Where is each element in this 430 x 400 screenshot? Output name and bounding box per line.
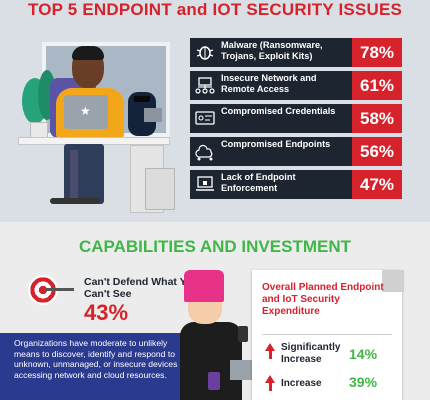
cant-defend-percent: 43% xyxy=(84,300,129,325)
laptop-lock-icon xyxy=(196,176,214,191)
expenditure-title: Overall Planned Endpoint and IoT Securit… xyxy=(262,282,384,317)
laptop-illustration xyxy=(64,95,108,129)
description-text: Organizations have moderate to unlikely … xyxy=(14,338,178,380)
issue-label: Lack of Endpoint Enforcement xyxy=(221,172,296,193)
plant-pot-illustration xyxy=(30,122,48,138)
phone-illustration xyxy=(238,326,248,342)
issue-row-enforcement: Lack of Endpoint Enforcement 47% xyxy=(190,170,402,199)
expenditure-label: Increase xyxy=(281,378,322,389)
issue-label: Insecure Network and Remote Access xyxy=(221,73,317,94)
page-fold-icon xyxy=(382,270,404,292)
chair-stem-illustration xyxy=(70,150,78,198)
bug-icon xyxy=(196,46,214,60)
dart-icon xyxy=(46,288,74,291)
beanie-illustration xyxy=(184,270,224,302)
issue-percent: 78% xyxy=(352,38,402,67)
issue-row-credentials: Compromised Credentials 58% xyxy=(190,104,402,133)
issue-percent: 61% xyxy=(352,71,402,100)
up-arrow-icon xyxy=(265,375,275,383)
issue-percent: 56% xyxy=(352,137,402,166)
cant-defend-label: Can't Defend What You Can't See xyxy=(84,276,199,300)
network-icon xyxy=(195,77,215,94)
page-title: TOP 5 ENDPOINT and IOT SECURITY ISSUES xyxy=(27,0,403,19)
person-hair-illustration xyxy=(72,46,104,60)
up-arrow-icon xyxy=(265,343,275,351)
tablet-illustration xyxy=(208,372,220,390)
expenditure-percent: 39% xyxy=(349,374,378,390)
hacker-mask-illustration xyxy=(134,96,150,102)
trash-bin-illustration xyxy=(145,168,175,210)
expenditure-label: Significantly Increase xyxy=(281,342,341,365)
issue-label: Compromised Credentials xyxy=(221,106,336,116)
issue-label: Compromised Endpoints xyxy=(221,139,331,149)
up-arrow-icon xyxy=(268,383,272,391)
credentials-icon xyxy=(195,111,215,125)
chair-base-illustration xyxy=(50,198,100,204)
laptop-logo-icon: ★ xyxy=(80,104,91,118)
issue-row-endpoints: Compromised Endpoints 56% xyxy=(190,137,402,166)
issue-percent: 47% xyxy=(352,170,402,199)
issue-percent: 58% xyxy=(352,104,402,133)
top-section: TOP 5 ENDPOINT and IOT SECURITY ISSUES M… xyxy=(0,0,430,222)
expenditure-percent: 14% xyxy=(349,346,378,362)
issue-label: Malware (Ransomware, Trojans, Exploit Ki… xyxy=(221,40,323,61)
issue-row-malware: Malware (Ransomware, Trojans, Exploit Ki… xyxy=(190,38,402,67)
up-arrow-icon xyxy=(268,351,272,359)
section-title: CAPABILITIES AND INVESTMENT xyxy=(78,237,351,256)
expenditure-card xyxy=(252,270,402,400)
description-box xyxy=(0,333,184,400)
endpoints-icon xyxy=(195,144,213,161)
issue-row-network: Insecure Network and Remote Access 61% xyxy=(190,71,402,100)
stolen-laptop-illustration xyxy=(144,108,162,122)
divider xyxy=(262,334,392,335)
